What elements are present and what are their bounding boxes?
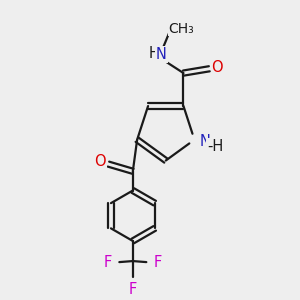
Text: H: H [148,46,159,62]
Text: N: N [200,134,211,149]
Text: F: F [104,255,112,270]
Text: CH₃: CH₃ [168,22,194,36]
Text: F: F [154,255,162,270]
Text: O: O [94,154,106,169]
Text: F: F [129,282,137,297]
Text: N: N [156,47,167,62]
Text: -H: -H [207,139,223,154]
Text: O: O [212,60,223,75]
